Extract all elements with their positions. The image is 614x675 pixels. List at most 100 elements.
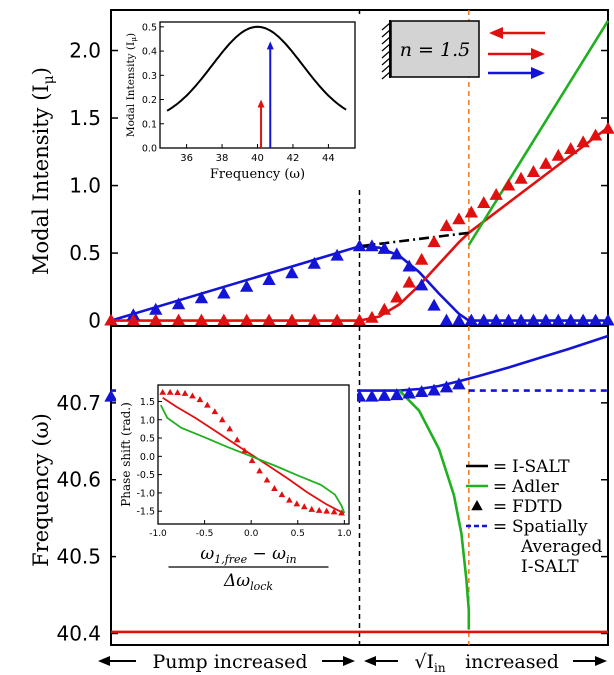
- inset-xtick-label: -0.5: [196, 529, 214, 539]
- blue-fdtd-marker: [477, 313, 491, 326]
- inset-xlabel: Frequency (ω): [210, 167, 305, 182]
- inset-ytick-label: 0.5: [142, 22, 157, 33]
- red-phase-marker: [315, 506, 323, 513]
- inset-ytick-label: -1.5: [136, 507, 155, 518]
- blue-fdtd-marker: [307, 256, 321, 269]
- red-fdtd-marker: [365, 310, 379, 323]
- red-arrow-right-icon: [488, 48, 545, 60]
- red-phase-marker: [263, 476, 271, 483]
- legend-label: Spatially: [512, 517, 588, 537]
- blue-fdtd-marker: [330, 248, 344, 261]
- blue-fdtd-marker: [365, 389, 379, 402]
- red-fdtd-marker: [439, 219, 454, 231]
- red-fdtd-marker: [149, 313, 163, 326]
- blue-fdtd-marker: [262, 273, 276, 285]
- inset-xtick-label: 0.0: [244, 529, 259, 539]
- red-fdtd-marker: [414, 252, 429, 265]
- blue-fdtd-marker: [439, 380, 454, 393]
- inset-ytick-label: -1.0: [136, 488, 155, 499]
- inset-ytick-label: 0.4: [142, 47, 157, 58]
- inset-ylabel: Modal Intensity (Iμ): [125, 33, 138, 137]
- ytick-label: 1.0: [69, 174, 101, 198]
- red-phase-marker: [226, 425, 234, 432]
- red-fdtd-marker: [588, 128, 603, 141]
- wall-hatch: [381, 57, 391, 66]
- blue-fdtd-marker: [427, 298, 441, 311]
- wall-hatch: [381, 36, 391, 45]
- red-phase-marker: [278, 491, 286, 498]
- ytick-label: 1.5: [69, 106, 101, 130]
- red-phase-marker: [300, 503, 308, 510]
- blue-fdtd-marker: [377, 242, 391, 254]
- top-panel: 0 0.5 1.0 1.5 2.0: [69, 9, 614, 333]
- legend-label: Adler: [511, 477, 560, 497]
- red-phase-marker: [233, 436, 241, 443]
- red-fdtd-marker: [526, 165, 541, 177]
- blue-arrow-right-icon: [488, 67, 545, 79]
- blue-fdtd-marker: [601, 313, 614, 326]
- red-fdtd-marker: [240, 313, 254, 326]
- ytick-label: 40.6: [56, 468, 101, 492]
- blue-arrowhead-icon: [266, 41, 274, 50]
- red-phase-marker: [159, 388, 166, 395]
- red-fdtd-marker: [489, 188, 503, 200]
- red-fdtd-marker: [285, 313, 299, 326]
- ytick-label: 40.7: [56, 391, 101, 415]
- blue-fdtd-marker: [402, 386, 416, 399]
- ytick-label: 2.0: [69, 39, 101, 63]
- wall-hatch: [381, 64, 391, 73]
- red-phase-marker: [271, 485, 278, 491]
- ytick-label: 40.4: [56, 621, 101, 645]
- red-phase-marker: [181, 389, 189, 396]
- red-fdtd-marker: [452, 212, 466, 225]
- red-arrow-left-icon: [489, 27, 545, 39]
- red-fdtd-marker: [402, 275, 416, 288]
- legend-label: FDTD: [512, 497, 562, 517]
- legend-label: I-SALT: [512, 457, 570, 477]
- blue-fdtd-marker: [551, 313, 565, 326]
- red-fdtd-marker: [514, 171, 528, 184]
- inset-ytick-label: 0.2: [142, 95, 157, 106]
- blue-fdtd-marker: [452, 313, 466, 326]
- legend-equals: =: [493, 517, 507, 537]
- red-phase-marker: [218, 416, 226, 423]
- green-series-line: [398, 389, 471, 630]
- blue-fdtd-marker: [514, 313, 528, 326]
- blue-fdtd-marker: [439, 313, 454, 326]
- red-phase-marker: [248, 457, 256, 464]
- red-fdtd-marker: [601, 121, 614, 134]
- blue-fdtd-marker: [402, 259, 416, 272]
- red-fdtd-marker: [390, 290, 404, 303]
- legend: = I-SALT= Adler= FDTD= SpatiallyAveragedI-SA…: [466, 457, 602, 577]
- red-fdtd-marker: [576, 135, 590, 148]
- inset-xtick-label: 40: [251, 153, 264, 164]
- gain-curve: [166, 25, 347, 112]
- legend-label: Averaged: [520, 537, 602, 557]
- red-fdtd-marker: [551, 148, 565, 161]
- blue-fdtd-marker: [564, 313, 578, 326]
- red-phase-marker: [241, 447, 248, 454]
- red-arrowhead-icon: [257, 99, 265, 108]
- blue-fdtd-marker: [352, 239, 367, 252]
- refractive-index-box: n = 1.5: [381, 20, 545, 80]
- green-series-line: [467, 20, 610, 246]
- blue-fdtd-marker: [390, 247, 404, 260]
- red-phase-marker: [211, 408, 219, 415]
- black-series-line: [359, 231, 469, 248]
- inset-ytick-label: 0.0: [142, 144, 157, 155]
- blue-fdtd-marker: [539, 313, 553, 326]
- sqrt-iin-label: √Iin: [414, 651, 445, 675]
- red-fdtd-marker: [194, 313, 209, 326]
- blue-fdtd-marker: [217, 286, 231, 299]
- inset-xtick-label: -1.0: [149, 529, 167, 539]
- blue-fdtd-marker: [240, 279, 254, 292]
- red-phase-marker: [338, 509, 345, 516]
- inset-ytick-label: -0.5: [136, 470, 155, 481]
- blue-fdtd-marker: [149, 302, 163, 315]
- inset-ytick-label: 1.5: [140, 397, 155, 408]
- red-phase-marker: [330, 508, 338, 515]
- blue-fdtd-marker: [526, 313, 541, 326]
- inset-bottom-panel: -1.0 -0.5 0.0 0.5 1.0 -1.5 -1.0 -0.5 0.0 0.5 1.0 1.…: [116, 379, 357, 593]
- increased-label: increased: [465, 651, 559, 673]
- red-fdtd-marker: [352, 313, 367, 326]
